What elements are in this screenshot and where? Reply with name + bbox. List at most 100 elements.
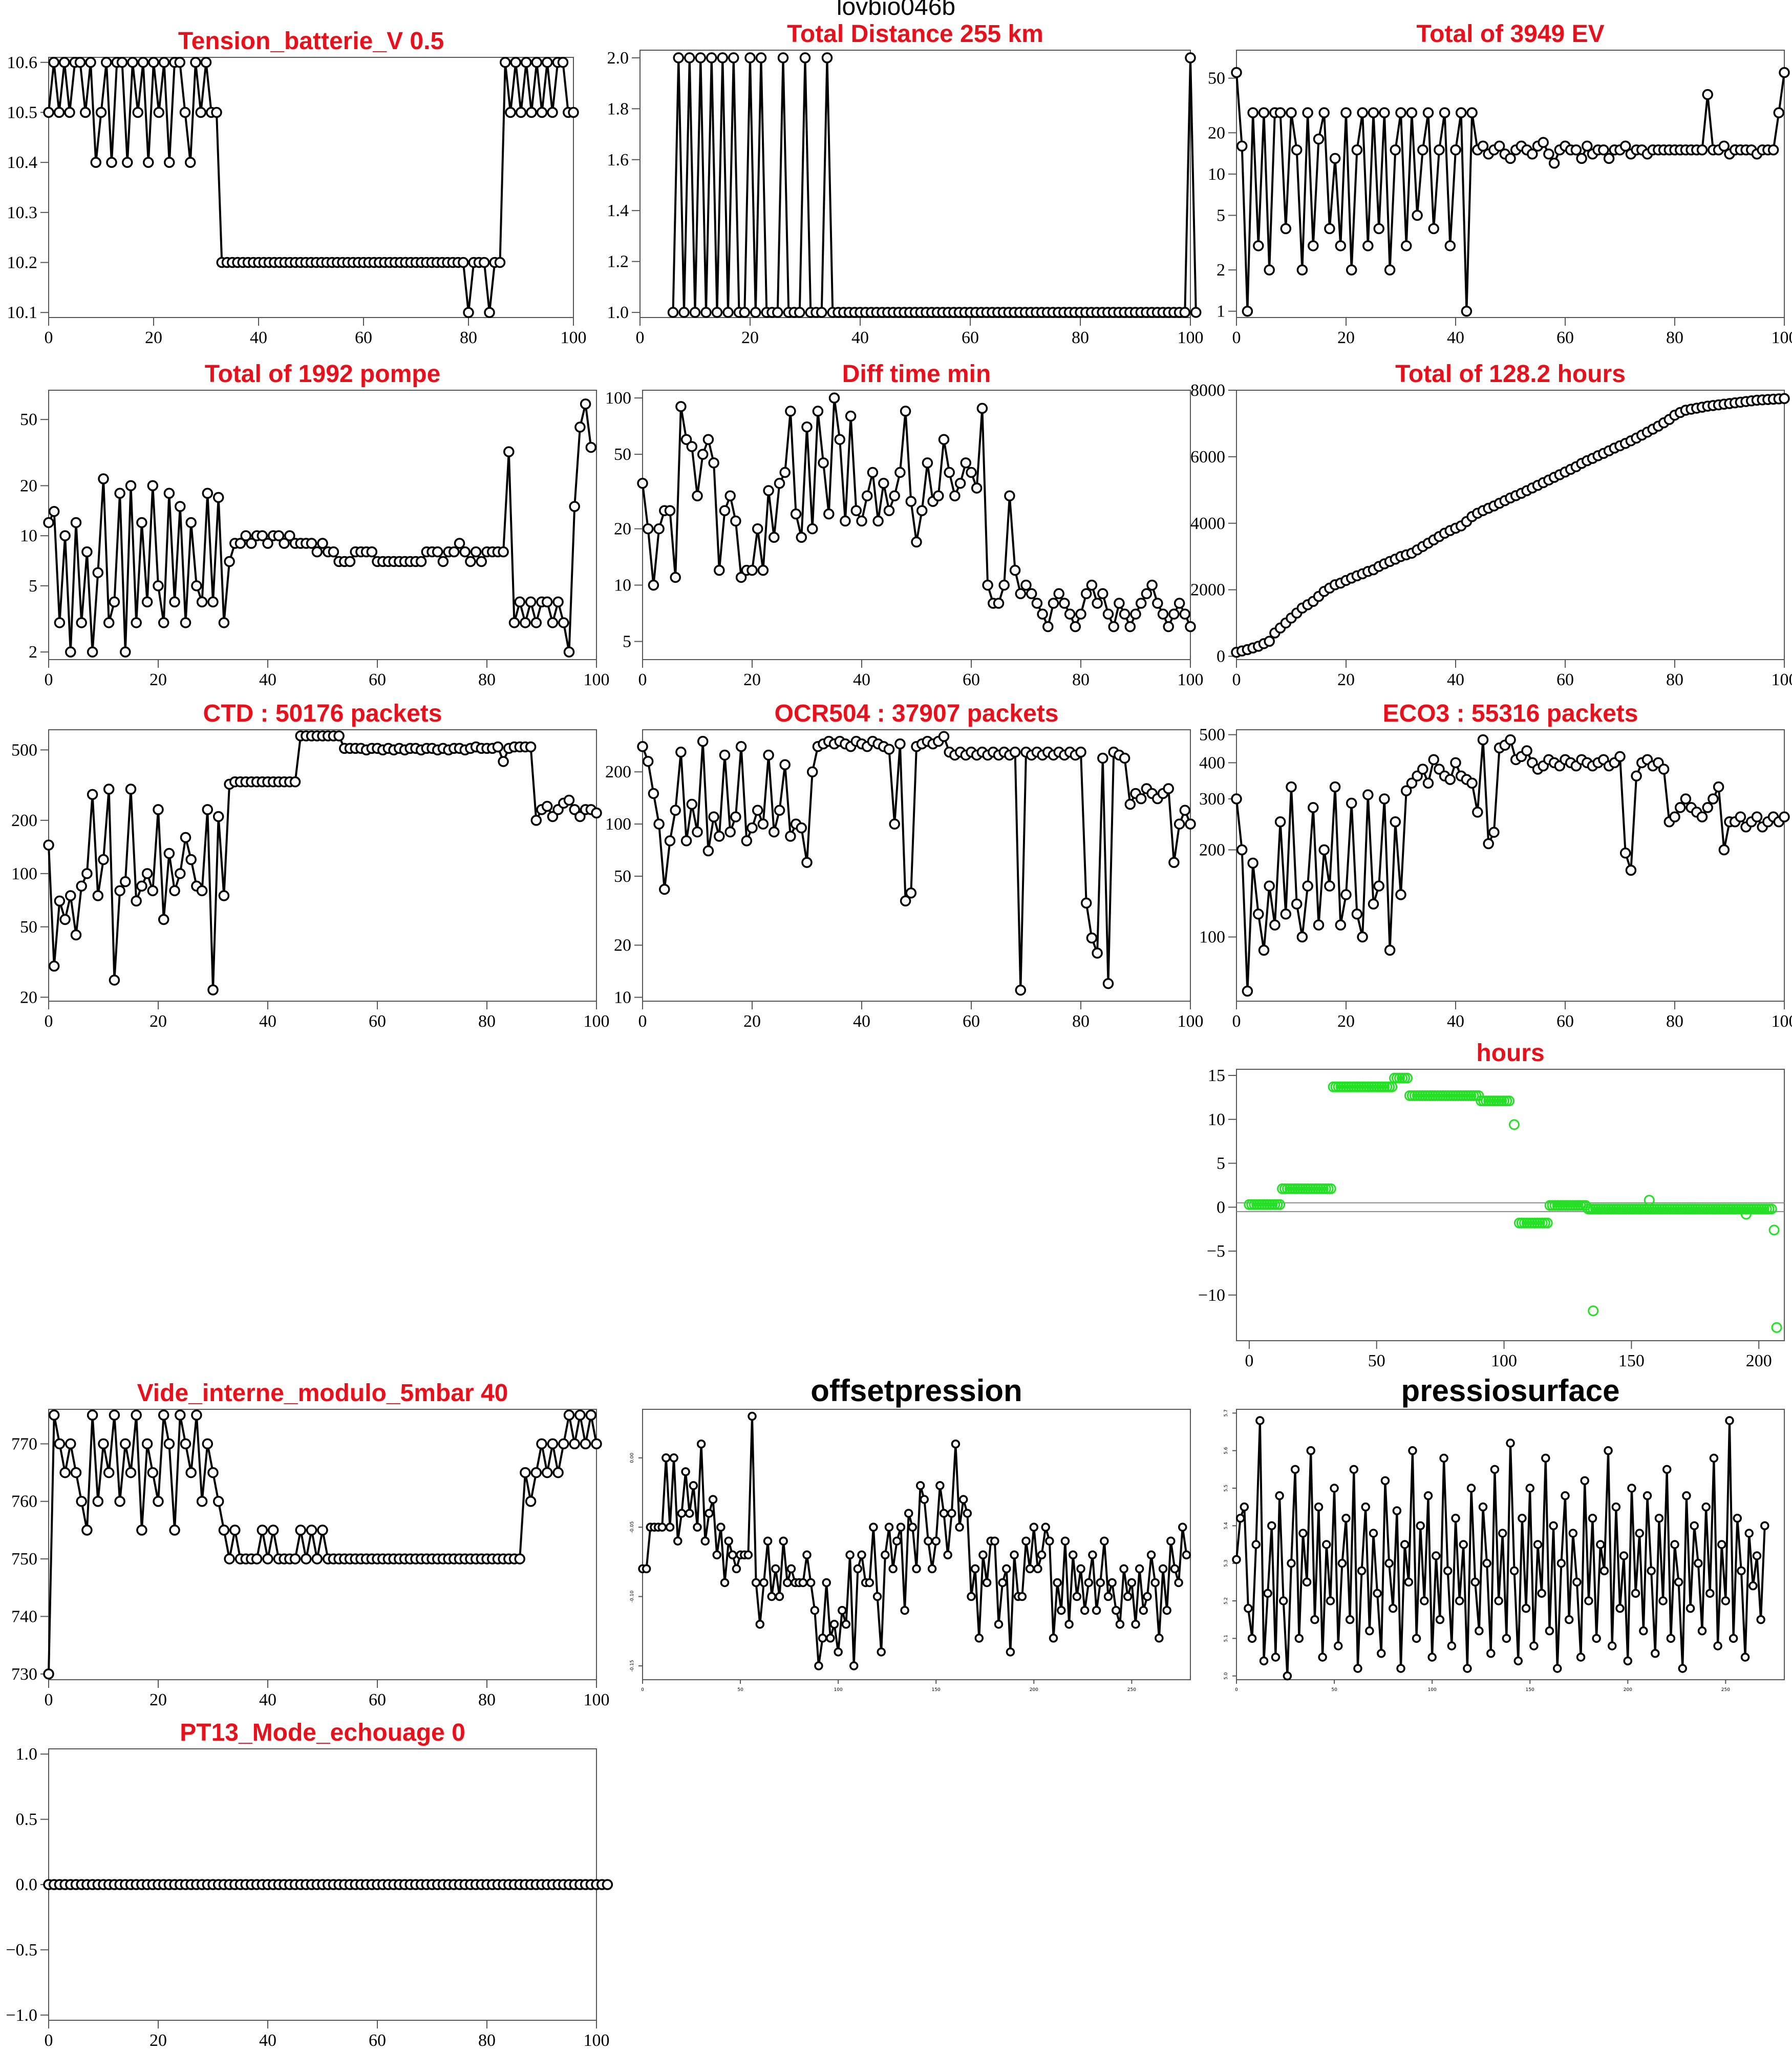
- data-point: [592, 1439, 601, 1448]
- data-point: [126, 785, 136, 794]
- data-point: [819, 1635, 826, 1642]
- chart-title: hours: [1476, 1040, 1544, 1067]
- data-point: [698, 737, 708, 746]
- data-point: [548, 1439, 557, 1448]
- data-point: [718, 53, 727, 62]
- plot-frame: [1236, 390, 1784, 660]
- data-point: [1292, 145, 1302, 155]
- data-point: [82, 1526, 92, 1535]
- data-point: [961, 458, 970, 468]
- x-tick-label: 100: [584, 1012, 610, 1031]
- data-point: [99, 1439, 108, 1448]
- data-point: [121, 647, 130, 657]
- data-point: [76, 58, 85, 67]
- data-point: [1137, 599, 1146, 608]
- data-point: [905, 1510, 912, 1517]
- data-point: [1467, 108, 1477, 117]
- data-point: [565, 1410, 574, 1420]
- data-point: [65, 108, 74, 117]
- data-point: [181, 618, 190, 627]
- data-point: [802, 422, 812, 432]
- y-tick-label: 5.5: [1224, 1485, 1229, 1492]
- data-point: [817, 308, 826, 317]
- data-point: [1232, 68, 1241, 77]
- data-point: [698, 450, 708, 459]
- x-tick-label: 100: [1178, 328, 1204, 347]
- data-point: [115, 489, 124, 498]
- data-point: [1632, 771, 1641, 780]
- data-point: [1331, 1485, 1338, 1492]
- data-point: [868, 468, 877, 477]
- data-point: [1292, 1466, 1299, 1473]
- data-point: [123, 158, 132, 167]
- data-point: [1022, 1537, 1030, 1545]
- data-point: [186, 518, 196, 527]
- data-point: [1506, 735, 1515, 745]
- y-tick-label: 200: [605, 763, 631, 781]
- chart-title: Total of 1992 pompe: [205, 361, 441, 388]
- data-point: [527, 108, 536, 117]
- data-point: [104, 618, 114, 627]
- x-tick-label: 20: [150, 2031, 167, 2048]
- data-point: [1605, 154, 1614, 163]
- data-point: [214, 1497, 223, 1506]
- data-point: [786, 407, 795, 416]
- y-tick-label: 8000: [1190, 381, 1225, 400]
- data-point: [1319, 1654, 1326, 1661]
- x-tick-label: 100: [584, 2031, 610, 2048]
- data-point: [874, 1593, 881, 1600]
- data-point: [649, 581, 658, 590]
- x-tick-label: 80: [1072, 1012, 1090, 1031]
- data-point: [575, 422, 585, 432]
- data-point: [710, 1496, 717, 1503]
- data-point: [1409, 1447, 1416, 1454]
- data-point: [455, 539, 464, 548]
- data-point: [1164, 622, 1173, 631]
- data-point: [1710, 1454, 1717, 1462]
- data-point: [104, 1468, 114, 1477]
- data-point: [1292, 899, 1302, 908]
- data-point: [1503, 1635, 1510, 1642]
- data-point: [291, 777, 300, 787]
- data-point: [1530, 1642, 1538, 1650]
- data-point: [1087, 934, 1096, 943]
- data-point: [1391, 817, 1400, 827]
- x-tick-label: 100: [1772, 328, 1792, 347]
- data-point: [1612, 1504, 1619, 1511]
- data-point: [88, 647, 97, 657]
- data-point: [1390, 1605, 1397, 1612]
- data-point: [1125, 622, 1135, 631]
- data-point: [1060, 599, 1069, 608]
- data-point: [1385, 1560, 1393, 1567]
- data-point: [912, 537, 921, 546]
- data-point: [164, 1439, 174, 1448]
- data-point: [1237, 1515, 1244, 1522]
- data-point: [770, 828, 779, 837]
- data-point: [842, 1621, 849, 1628]
- data-point: [638, 742, 647, 751]
- x-tick-label: 40: [851, 328, 869, 347]
- data-point: [1169, 858, 1179, 867]
- data-point: [1413, 211, 1422, 220]
- series-line: [1236, 1421, 1765, 1676]
- data-point: [1248, 108, 1257, 117]
- data-point: [198, 1497, 207, 1506]
- data-point: [1522, 746, 1531, 755]
- data-point: [923, 458, 932, 468]
- y-tick-label: 2: [29, 643, 37, 662]
- y-tick-label: 200: [11, 811, 37, 830]
- data-point: [1132, 1621, 1139, 1628]
- data-point: [889, 1565, 897, 1572]
- data-point: [720, 506, 730, 515]
- data-point: [499, 757, 508, 766]
- data-point: [1160, 1565, 1167, 1572]
- data-point: [1281, 910, 1290, 919]
- data-point: [1243, 307, 1252, 316]
- data-point: [801, 53, 810, 62]
- data-point: [1032, 599, 1041, 608]
- data-point: [1136, 1565, 1143, 1572]
- data-point: [1489, 828, 1499, 837]
- page-title: lovbio046b: [837, 0, 955, 20]
- data-point: [1249, 1635, 1256, 1642]
- data-point: [1413, 1635, 1420, 1642]
